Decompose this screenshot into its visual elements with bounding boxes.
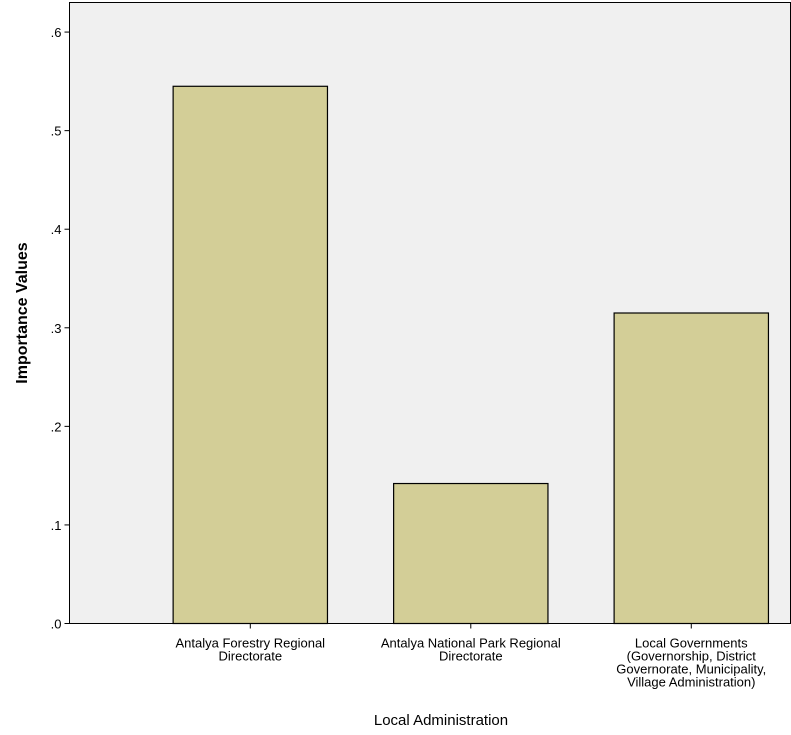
y-tick-label: .6 (51, 25, 62, 40)
y-tick-label: .3 (51, 321, 62, 336)
x-tick-label-line: Directorate (439, 649, 503, 664)
bar (393, 482, 549, 625)
x-tick-label-line: Directorate (219, 649, 283, 664)
bar (613, 312, 770, 625)
x-axis-title: Local Administration (374, 712, 508, 729)
x-tick-label-line: Local Governments (635, 636, 748, 651)
x-axis: Antalya Forestry Regional DirectorateAnta… (176, 623, 766, 690)
x-tick-label-line: Antalya Forestry Regional (176, 636, 326, 651)
y-axis: .0 .1 .2 .3 .4 .5 .6 (51, 25, 70, 632)
bars (172, 85, 770, 625)
x-tick-label: Local Governments (Governorship, District… (616, 636, 766, 690)
y-tick-label: .4 (51, 222, 62, 237)
x-tick-label: Antalya National Park Regional Directorat… (381, 636, 561, 664)
x-tick-label-line: (Governorship, District (627, 649, 757, 664)
y-axis-title: Importance Values (14, 242, 31, 383)
x-tick-label-line: Antalya National Park Regional (381, 636, 561, 651)
x-tick-label-line: Governorate, Municipality, (616, 662, 766, 677)
y-tick-label: .0 (51, 617, 62, 632)
x-tick-label-line: Village Administration) (627, 675, 755, 690)
x-tick-label: Antalya Forestry Regional Directorate (176, 636, 326, 664)
bar (172, 85, 329, 625)
y-tick-label: .2 (51, 419, 62, 434)
y-tick-label: .1 (51, 518, 62, 533)
y-tick-label: .5 (51, 124, 62, 139)
